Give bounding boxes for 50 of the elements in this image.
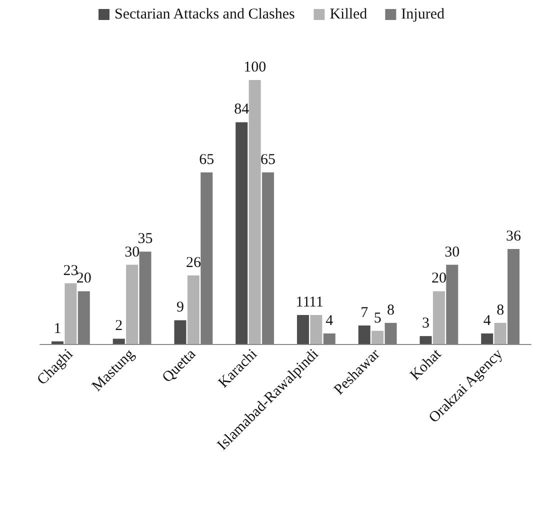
legend-label: Injured	[401, 6, 445, 22]
data-label: 35	[138, 231, 153, 248]
bar	[236, 122, 248, 344]
data-label: 1	[54, 320, 62, 337]
bar	[112, 338, 125, 344]
bar	[51, 341, 64, 344]
bar	[187, 275, 200, 344]
data-label: 100	[244, 60, 266, 76]
bar	[432, 291, 445, 344]
data-label: 4	[326, 312, 334, 329]
bar	[481, 333, 494, 344]
data-label: 20	[431, 270, 446, 287]
bar	[200, 172, 213, 344]
bar	[446, 264, 458, 344]
data-label: 11	[308, 294, 324, 310]
bar	[174, 320, 186, 344]
data-label: 9	[176, 300, 184, 316]
bar	[323, 333, 336, 344]
data-label: 65	[260, 152, 276, 168]
data-label: 84	[234, 102, 250, 118]
data-label: 8	[496, 302, 504, 318]
data-label: 4	[483, 312, 492, 329]
data-label: 65	[199, 152, 214, 168]
data-label: 30	[124, 244, 140, 260]
legend-label: Sectarian Attacks and Clashes	[114, 6, 296, 22]
bar	[139, 252, 152, 344]
data-label: 8	[387, 302, 395, 318]
data-label: 30	[444, 244, 460, 260]
data-label: 23	[63, 262, 78, 279]
bar	[126, 264, 138, 344]
data-label: 7	[360, 305, 369, 322]
bar	[358, 326, 370, 344]
data-label: 5	[374, 310, 382, 326]
bar	[64, 283, 77, 344]
data-label: 2	[115, 318, 123, 334]
bar	[508, 248, 520, 344]
data-label: 36	[506, 228, 522, 244]
bar	[262, 172, 274, 344]
bar	[420, 336, 432, 344]
data-label: 26	[186, 254, 202, 271]
bar	[310, 314, 322, 344]
data-label: 3	[422, 316, 430, 332]
data-label: 11	[296, 294, 310, 310]
bar	[494, 322, 506, 344]
bar	[248, 80, 261, 344]
bar	[384, 322, 397, 344]
legend-label: Killed	[330, 6, 368, 22]
bar	[78, 291, 90, 344]
bar	[372, 330, 384, 344]
bar	[296, 314, 309, 344]
